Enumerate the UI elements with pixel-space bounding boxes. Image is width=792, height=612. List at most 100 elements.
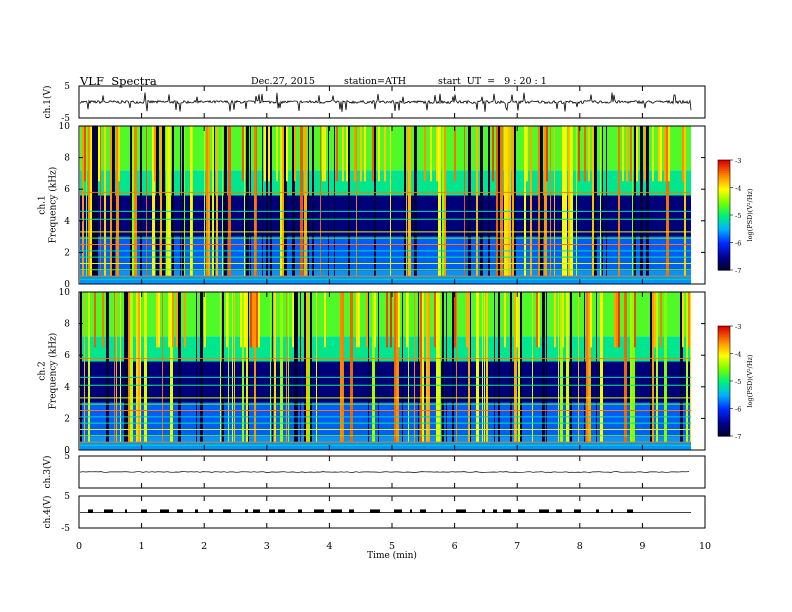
- burst-column: [184, 126, 185, 276]
- quiet-column: [214, 126, 215, 276]
- colorbar-cell: [718, 414, 730, 417]
- quiet-column: [106, 292, 109, 442]
- burst-column: [560, 292, 563, 442]
- burst-column: [682, 292, 684, 348]
- quiet-column: [546, 292, 547, 442]
- burst-column: [632, 292, 635, 442]
- quiet-column: [196, 292, 197, 442]
- colorbar-cell: [718, 253, 730, 256]
- burst-column: [216, 126, 218, 276]
- colorbar-cell: [718, 246, 730, 249]
- y-tick-label: 0: [64, 280, 70, 290]
- burst-column: [364, 126, 366, 182]
- burst-column: [286, 126, 288, 182]
- burst-column: [308, 292, 311, 442]
- colorbar-cell: [718, 242, 730, 245]
- burst-column: [136, 292, 138, 442]
- no-data-area: [691, 126, 705, 284]
- y-axis-label: Frequency (kHz): [48, 333, 59, 410]
- colorbar-cell: [718, 244, 730, 247]
- burst-column: [578, 292, 579, 442]
- colorbar-cell: [718, 160, 730, 163]
- burst-column: [512, 126, 515, 276]
- burst-column: [134, 126, 137, 276]
- y-tick-label: -5: [61, 114, 70, 124]
- quiet-column: [182, 126, 184, 276]
- burst-column: [256, 126, 257, 276]
- burst-column: [356, 126, 357, 276]
- burst-column: [166, 126, 169, 276]
- burst-column: [374, 292, 376, 348]
- burst-column: [258, 292, 260, 348]
- burst-column: [320, 126, 321, 276]
- colorbar-cell: [718, 167, 730, 170]
- burst-column: [438, 292, 441, 442]
- burst-column: [132, 126, 134, 276]
- y-tick-label: 8: [64, 154, 70, 164]
- burst-column: [116, 126, 119, 276]
- colorbar-cell: [718, 209, 730, 212]
- ch4-waveform-pulse: [331, 509, 342, 513]
- colorbar-cell: [718, 176, 730, 179]
- burst-column: [632, 126, 633, 276]
- quiet-column: [520, 292, 522, 442]
- quiet-column: [266, 126, 268, 276]
- colorbar-cell: [718, 174, 730, 178]
- colorbar-cell: [718, 191, 730, 194]
- ch4-waveform-pulse: [177, 509, 183, 513]
- colorbar-tick-label: -5: [735, 212, 741, 220]
- burst-column: [228, 126, 231, 276]
- colorbar-cell: [718, 222, 730, 225]
- colorbar-cell: [718, 360, 730, 364]
- burst-column: [518, 292, 520, 442]
- colorbar-cell: [718, 169, 730, 172]
- quiet-column: [606, 126, 607, 276]
- burst-column: [622, 126, 624, 182]
- colorbar-cell: [718, 359, 730, 362]
- burst-column: [464, 126, 465, 276]
- ch4-waveform-pulse: [493, 509, 497, 513]
- ch1-spectrogram: [80, 126, 705, 284]
- ch4-waveform-pulse: [88, 509, 93, 513]
- quiet-column: [334, 126, 335, 276]
- burst-column: [434, 292, 436, 348]
- burst-column: [506, 126, 508, 276]
- colorbar-cell: [718, 417, 730, 421]
- colorbar-cell: [718, 331, 730, 334]
- burst-column: [586, 292, 589, 442]
- ch4-waveform-pulse: [574, 509, 581, 513]
- colorbar-cell: [718, 403, 730, 406]
- colorbar-cell: [718, 182, 730, 185]
- ch4-waveform-pulse: [410, 509, 412, 513]
- colorbar-cell: [718, 379, 730, 382]
- colorbar-cell: [718, 401, 730, 404]
- burst-column: [584, 126, 586, 182]
- x-tick-label: 6: [452, 541, 458, 552]
- x-axis-label: Time (min): [367, 550, 417, 561]
- colorbar-cell: [718, 368, 730, 371]
- colorbar-cell: [718, 233, 730, 236]
- colorbar-cell: [718, 432, 730, 435]
- burst-column: [636, 126, 638, 182]
- burst-column: [378, 126, 380, 182]
- burst-column: [558, 292, 559, 442]
- burst-column: [114, 292, 115, 442]
- colorbar-cell: [718, 200, 730, 203]
- burst-column: [358, 292, 360, 348]
- burst-column: [292, 292, 294, 348]
- burst-column: [322, 126, 324, 182]
- burst-column: [282, 126, 285, 276]
- colorbar-cell: [718, 227, 730, 231]
- ch4-waveform-pulse: [456, 509, 466, 513]
- burst-column: [486, 292, 488, 442]
- burst-column: [538, 126, 540, 276]
- quiet-column: [488, 126, 490, 276]
- burst-column: [356, 292, 358, 348]
- quiet-column: [248, 126, 249, 276]
- burst-column: [212, 126, 215, 276]
- burst-column: [440, 292, 441, 442]
- ch4-waveform-pulse: [314, 509, 324, 513]
- colorbar-cell: [718, 224, 730, 227]
- quiet-column: [584, 292, 585, 442]
- burst-column: [634, 292, 636, 348]
